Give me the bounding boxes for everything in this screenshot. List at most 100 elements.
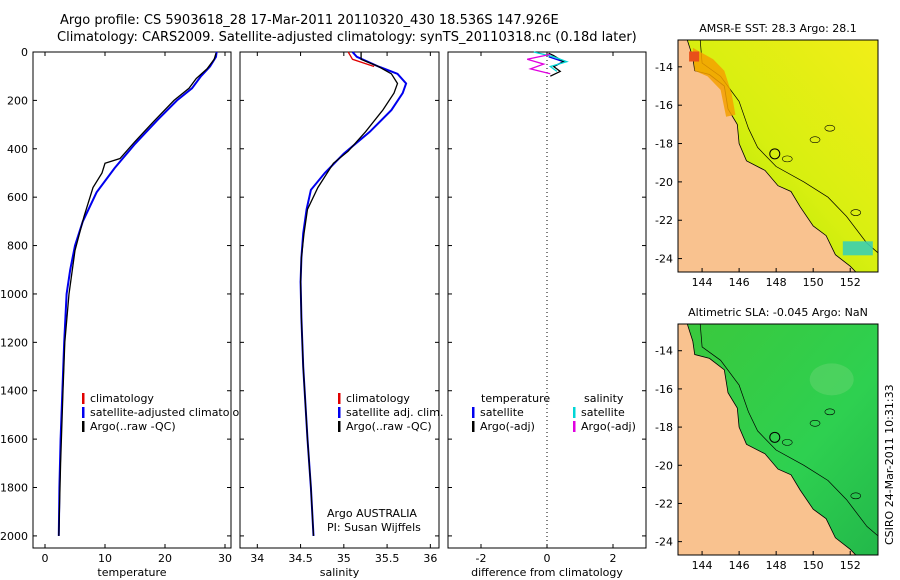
legend-label: satellite-adjusted climatology [90,406,253,419]
x-tick-label: 150 [803,276,824,289]
legend-label: satellite adj. clim. [346,406,443,419]
legend-swatch [338,407,341,418]
series-line [299,52,399,536]
reef-outline [824,408,836,416]
x-axis-label: temperature [97,566,166,579]
x-tick-label: 144 [692,559,713,572]
y-tick-label: -16 [655,99,673,112]
y-tick-label: 1600 [0,433,28,446]
x-tick-label: 146 [729,276,750,289]
x-tick-label: 30 [218,552,232,565]
x-tick-label: 146 [729,559,750,572]
map-frame [677,323,879,556]
y-tick-label: -18 [655,138,673,151]
argo-location-marker [769,431,781,443]
cool-sst-patch [842,241,873,256]
reef-outline [850,492,862,500]
map-title: Altimetric SLA: -0.045 Argo: NaN [688,306,868,319]
y-tick-label: -16 [655,383,673,396]
y-tick-label: 1200 [0,336,28,349]
y-tick-label: -24 [655,253,673,266]
figure-title-line1: Argo profile: CS 5903618_28 17-Mar-2011 … [60,13,559,28]
reef-outline [850,209,862,216]
reef-outline [809,419,821,427]
x-tick-label: 10 [98,552,112,565]
float-owner-annotation: Argo AUSTRALIA [327,507,417,520]
reef-outline [781,439,793,446]
x-tick-label: 148 [766,276,787,289]
temperature-panel: 0 10 20 30 0 200 400 600 800 1000 1200 1400 1600 1800… [0,46,253,579]
y-tick-label: 800 [7,240,28,253]
y-tick-label: 1400 [0,385,28,398]
legend-swatch [338,393,341,404]
y-tick-label: -22 [655,497,673,510]
x-axis-label: salinity [320,566,360,579]
reef-outline [781,155,793,163]
x-axis-label: difference from climatology [471,566,623,579]
legend-swatch [472,407,475,418]
figure-title-line2: Climatology: CARS2009. Satellite-adjuste… [57,30,637,45]
y-tick-label: -18 [655,421,673,434]
argo-location-marker [769,148,781,160]
x-tick-label: 34.5 [288,552,313,565]
legend-label: Argo(..raw -QC) [346,420,432,433]
y-tick-label: -14 [655,345,673,358]
legend-swatch [82,421,85,432]
y-tick-label: -14 [655,61,673,74]
x-tick-label: 36 [423,552,437,565]
x-tick-label: 152 [840,276,861,289]
y-tick-label: 400 [7,143,28,156]
sst-map-panel: AMSR-E SST: 28.3 Argo: 28.1 144 146 148 150 1… [655,22,879,289]
land-mass [677,323,857,556]
series-line [527,53,551,75]
legend-swatch [82,393,85,404]
legend-header-salinity: salinity [584,392,624,405]
reef-outline [809,136,821,144]
plot-frame [32,51,232,549]
x-tick-label: 35 [337,552,351,565]
y-tick-label: 2000 [0,530,28,543]
series-line [58,53,217,536]
legend-label: Argo(..raw -QC) [90,420,176,433]
x-tick-label: 0 [42,552,49,565]
legend-label: climatology [346,392,410,405]
y-tick-label: 600 [7,191,28,204]
plot-frame [239,51,440,549]
sla-map-panel: Altimetric SLA: -0.045 Argo: NaN 144 146 14… [655,306,879,572]
legend-swatch [573,421,576,432]
legend-label: climatology [90,392,154,405]
map-frame [677,39,879,273]
x-tick-label: 150 [803,559,824,572]
warm-sst-band [692,47,736,117]
x-tick-label: 35.5 [375,552,400,565]
legend-label: Argo(-adj) [581,420,636,433]
y-tick-label: -20 [655,176,673,189]
y-tick-label: -22 [655,214,673,227]
legend-swatch [338,421,341,432]
series-line [347,51,375,68]
legend-label: satellite [581,406,625,419]
x-tick-label: 2 [610,552,617,565]
legend-label: Argo(-adj) [480,420,535,433]
legend-header-temperature: temperature [481,392,550,405]
map-title: AMSR-E SST: 28.3 Argo: 28.1 [699,22,857,35]
csiro-timestamp: CSIRO 24-Mar-2011 10:31:33 [883,384,896,545]
y-tick-label: 1800 [0,482,28,495]
x-tick-label: -2 [476,552,487,565]
pi-annotation: PI: Susan Wijffels [327,521,421,534]
legend-swatch [472,421,475,432]
x-tick-label: 34 [250,552,264,565]
x-tick-label: 148 [766,559,787,572]
x-tick-label: 144 [692,276,713,289]
y-tick-label: 200 [7,94,28,107]
sla-high-patch [809,363,854,396]
bathymetry-contour [699,323,879,537]
x-tick-label: 152 [840,559,861,572]
hot-sst-pixel [689,51,700,62]
legend-label: satellite [480,406,524,419]
y-tick-label: -24 [655,536,673,549]
y-tick-label: 0 [21,46,28,59]
salinity-panel: 34 34.5 35 35.5 36 salinity climatologysatelli… [239,51,443,579]
y-tick-label: 1000 [0,288,28,301]
